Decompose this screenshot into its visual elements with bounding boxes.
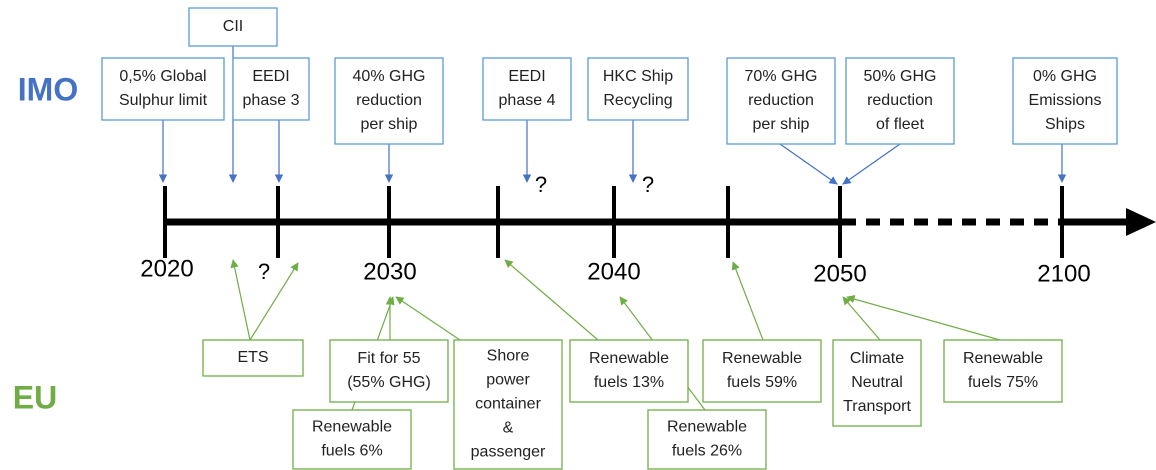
timeline-arrow (1126, 208, 1156, 236)
year-label: 2040 (587, 258, 640, 285)
question-mark: ? (535, 172, 547, 197)
text-box: 40% GHG reduction per ship (334, 57, 444, 145)
box-text: Fit for 55 (357, 350, 420, 367)
box-frame (202, 339, 304, 377)
box-text: reduction (748, 92, 814, 109)
box-text: 40% GHG (353, 68, 426, 85)
text-box: 0% GHG Emissions Ships (1012, 57, 1118, 145)
text-box: Climate Neutral Transport (832, 339, 922, 427)
text-box: Renewable fuels 6% (292, 409, 412, 470)
box-frame (334, 57, 444, 145)
box-text: container (475, 396, 541, 413)
text-box: CII (188, 7, 278, 47)
text-box: ETS (202, 339, 304, 377)
box-text: Renewable (312, 419, 392, 436)
box-text: Emissions (1029, 92, 1102, 109)
year-label: 2020 (140, 255, 193, 282)
box-frame (482, 57, 572, 121)
box-text: ETS (237, 349, 268, 366)
box-text: Recycling (603, 92, 672, 109)
box-text: Shore (487, 348, 530, 365)
box-text: Renewable (963, 350, 1043, 367)
box-text: per ship (753, 116, 810, 133)
box-text: fuels 13% (594, 374, 664, 391)
box-text: power (486, 372, 530, 389)
text-box: Renewable fuels 26% (647, 409, 767, 470)
box-text: & (503, 420, 514, 437)
eu-label: EU (13, 379, 57, 415)
text-box: EEDI phase 3 (232, 57, 310, 121)
box-text: Sulphur limit (119, 92, 208, 109)
box-text: 0,5% Global (119, 68, 206, 85)
box-frame (845, 57, 955, 145)
box-text: EEDI (252, 68, 289, 85)
text-box: Fit for 55 (55% GHG) (329, 339, 449, 403)
box-frame (453, 339, 563, 470)
text-box: 50% GHG reduction of fleet (845, 57, 955, 145)
text-box: Renewable fuels 59% (702, 339, 822, 403)
box-text: fuels 6% (321, 443, 382, 460)
box-frame (232, 57, 310, 121)
text-box: Renewable fuels 75% (943, 339, 1063, 403)
box-frame (943, 339, 1063, 403)
text-box: Shore power container & passenger (453, 339, 563, 470)
imo-label: IMO (18, 71, 78, 107)
box-text: Transport (843, 398, 911, 415)
box-frame (101, 57, 225, 121)
box-frame (569, 339, 689, 403)
box-text: Renewable (667, 419, 747, 436)
box-text: CII (223, 18, 243, 35)
box-frame (832, 339, 922, 427)
text-box: Renewable fuels 13% (569, 339, 689, 403)
box-frame (292, 409, 412, 470)
year-label: 2030 (363, 258, 416, 285)
year-label: 2050 (813, 260, 866, 287)
box-frame (702, 339, 822, 403)
box-text: Renewable (589, 350, 669, 367)
box-text: fuels 26% (672, 443, 742, 460)
box-text: 50% GHG (864, 68, 937, 85)
box-frame (329, 339, 449, 403)
box-text: fuels 59% (727, 374, 797, 391)
box-text: Neutral (851, 374, 903, 391)
box-text: Ships (1045, 116, 1085, 133)
box-text: 70% GHG (745, 68, 818, 85)
box-frame (647, 409, 767, 470)
box-text: (55% GHG) (347, 374, 431, 391)
box-text: phase 3 (243, 92, 300, 109)
box-frame (1012, 57, 1118, 145)
text-box: 70% GHG reduction per ship (726, 57, 836, 145)
box-text: per ship (361, 116, 418, 133)
ticks (163, 186, 1064, 258)
text-box: EEDI phase 4 (482, 57, 572, 121)
text-box: HKC Ship Recycling (587, 57, 689, 121)
box-text: of fleet (876, 116, 925, 133)
box-text: reduction (356, 92, 422, 109)
box-text: reduction (867, 92, 933, 109)
year-label: 2100 (1037, 260, 1090, 287)
box-text: fuels 75% (968, 374, 1038, 391)
box-text: Renewable (722, 350, 802, 367)
box-frame (188, 7, 278, 47)
text-box: 0,5% Global Sulphur limit (101, 57, 225, 121)
question-mark: ? (642, 172, 654, 197)
box-text: EEDI (508, 68, 545, 85)
question-mark: ? (258, 259, 270, 284)
box-frame (726, 57, 836, 145)
box-text: 0% GHG (1033, 68, 1097, 85)
box-text: Climate (850, 350, 904, 367)
box-frame (587, 57, 689, 121)
box-text: HKC Ship (603, 68, 673, 85)
box-text: phase 4 (499, 92, 556, 109)
box-text: passenger (471, 444, 546, 461)
